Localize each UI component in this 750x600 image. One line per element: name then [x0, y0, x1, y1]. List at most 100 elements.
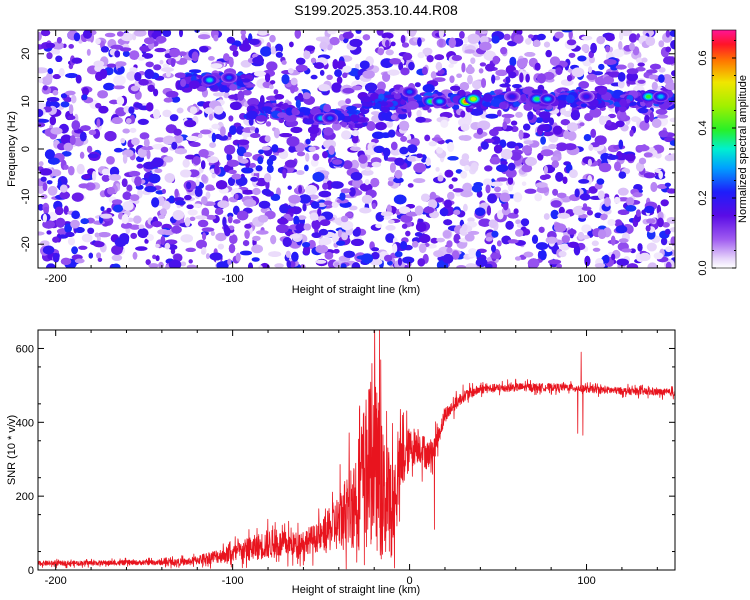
spectrogram-cell [397, 257, 403, 266]
spectrogram-cell [290, 126, 303, 134]
spectrogram-cell [184, 194, 192, 201]
spectrogram-cell [38, 161, 44, 167]
spectrogram-cell [636, 57, 644, 64]
ridge-peak [220, 72, 238, 84]
spectrogram-cell [165, 70, 171, 78]
spectrogram-cell [477, 120, 491, 131]
spectrogram-cell [393, 93, 401, 100]
spectrogram-cell [434, 197, 444, 203]
spectrogram-cell [550, 56, 560, 66]
spectrogram-cell [201, 174, 207, 183]
spectrogram-cell [588, 186, 598, 194]
spectrogram-cell [538, 124, 550, 132]
spectrogram-cell [130, 194, 140, 202]
spectrogram-cell [417, 218, 424, 223]
spectrogram-cell [340, 215, 349, 223]
spectrogram-cell [357, 117, 367, 123]
spectrogram-cell [226, 153, 231, 161]
spectrogram-cell [332, 233, 339, 244]
spectrogram-cell [310, 74, 318, 80]
spectrogram-cell [491, 244, 496, 253]
spectrogram-cell [106, 156, 115, 165]
spectrogram-cell [486, 205, 491, 216]
spectrogram-cell [188, 259, 193, 264]
spectrogram-cell [371, 202, 377, 210]
spectrogram-cell [38, 122, 46, 128]
spectrogram-cell [293, 215, 300, 226]
spectrogram-cell [68, 44, 74, 49]
spectrogram-cell [359, 183, 373, 192]
spectrogram-cell [147, 84, 155, 92]
spectrogram-cell [184, 217, 191, 227]
spectrogram-cell [662, 222, 670, 228]
spectrogram-cell [467, 33, 481, 44]
spectrogram-cell [229, 125, 237, 135]
spectrogram-cell [51, 49, 61, 55]
spectrogram-cell [390, 148, 401, 156]
spectrogram-cell [647, 262, 658, 268]
spectrogram-cell [641, 57, 648, 63]
spectrogram-cell [168, 195, 175, 203]
spectrogram-cell [513, 208, 519, 215]
spectrogram-cell [44, 149, 55, 160]
spectrogram-cell [271, 144, 279, 153]
spectrogram-cell [201, 250, 206, 255]
spectrogram-cell [570, 109, 581, 121]
spectrogram-cell [491, 35, 500, 44]
spectrogram-cell [100, 213, 113, 219]
y-tick-label: 400 [16, 417, 34, 429]
spectrogram-cell [554, 31, 564, 39]
spectrogram-cell [458, 89, 466, 96]
spectrogram-cell [228, 169, 237, 174]
spectrogram-cell [257, 156, 264, 165]
spectrogram-cell [369, 258, 383, 266]
spectrogram-cell [305, 184, 318, 195]
spectrogram-cell [129, 127, 137, 133]
spectrogram-cell [555, 172, 564, 182]
spectrogram-x-axis-label: Height of straight line (km) [292, 284, 420, 296]
spectrogram-cell [285, 250, 291, 258]
spectrogram-cell [451, 250, 460, 260]
spectrogram-cell [322, 182, 329, 190]
spectrogram-cell [433, 250, 444, 258]
spectrogram-cell [543, 41, 551, 48]
spectrogram-cell [331, 201, 339, 208]
spectrogram-cell [407, 144, 418, 153]
spectrogram-cell [341, 232, 348, 241]
spectrogram-cell [531, 89, 544, 94]
spectrogram-cell [229, 101, 242, 111]
spectrogram-cell [559, 144, 567, 151]
spectrogram-cell [303, 223, 312, 231]
spectrogram-cell [440, 119, 449, 128]
spectrogram-cell [75, 74, 82, 84]
spectrogram-cell [594, 212, 602, 219]
spectrogram-cell [309, 212, 319, 221]
spectrogram-cell [214, 105, 224, 115]
spectrogram-cell [111, 199, 123, 205]
spectrogram-cell [581, 44, 590, 52]
x-tick-label: -100 [222, 273, 244, 285]
spectrogram-cell [298, 194, 311, 204]
spectrogram-cell [87, 153, 99, 159]
spectrogram-cell [174, 148, 187, 155]
spectrogram-cell [380, 211, 393, 217]
spectrogram-cell [78, 183, 90, 189]
spectrogram-cell [305, 45, 316, 52]
spectrogram-cell [286, 260, 291, 268]
spectrogram-cell [538, 226, 545, 233]
spectrogram-cell [556, 192, 567, 199]
ridge-peak [201, 74, 218, 86]
spectrogram-cell [38, 118, 49, 123]
spectrogram-cell [232, 219, 241, 224]
spectrogram-cell [371, 252, 380, 260]
spectrogram-cell [55, 217, 66, 228]
spectrogram-cell [614, 219, 623, 228]
spectrogram-cell [280, 105, 286, 110]
spectrogram-cell [423, 206, 435, 214]
spectrogram-cell [212, 92, 225, 97]
spectrogram-cell [318, 84, 331, 92]
spectrogram-cell [611, 253, 616, 261]
spectrogram-cell [315, 244, 329, 254]
spectrogram-cell [189, 69, 202, 74]
